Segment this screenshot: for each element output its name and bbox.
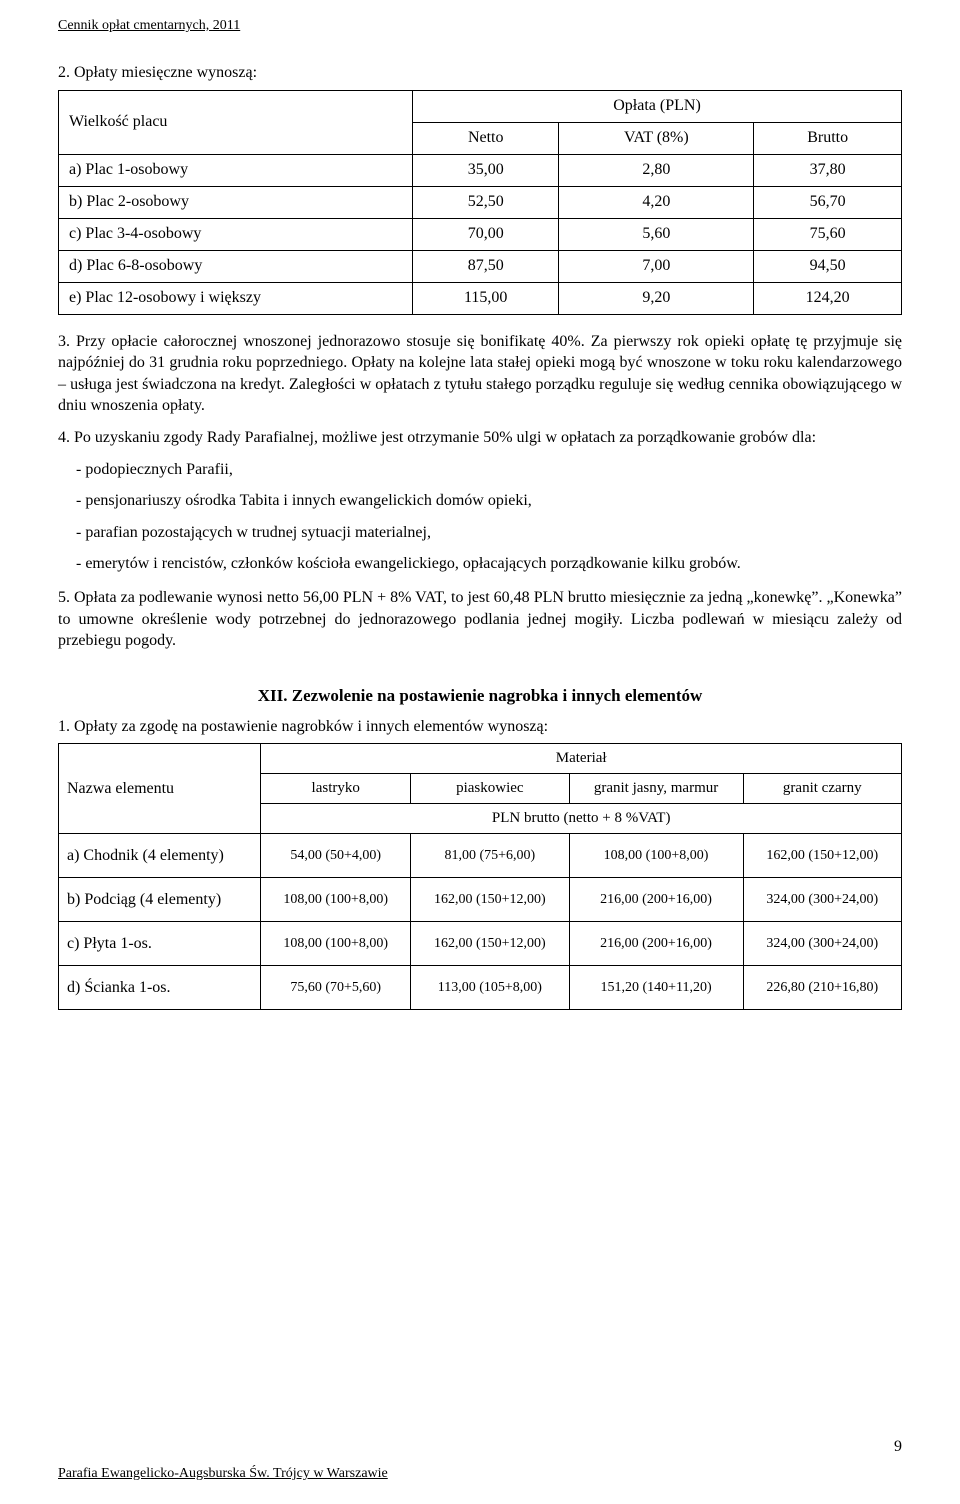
table-row: b) Podciąg (4 elementy) 108,00 (100+8,00…: [59, 878, 902, 922]
cell: 216,00 (200+16,00): [569, 922, 743, 966]
header-material: Materiał: [261, 744, 902, 774]
table-row: b) Plac 2-osobowy 52,50 4,20 56,70: [59, 186, 902, 218]
row-label: d) Ścianka 1-os.: [59, 966, 261, 1010]
row-label: e) Plac 12-osobowy i większy: [59, 282, 413, 314]
cell-vat: 7,00: [559, 250, 754, 282]
list-item: - parafian pozostających w trudnej sytua…: [58, 522, 902, 544]
paragraph-5: 5. Opłata za podlewanie wynosi netto 56,…: [58, 587, 902, 652]
paragraph-3: 3. Przy opłacie całorocznej wnoszonej je…: [58, 331, 902, 417]
table-row: a) Plac 1-osobowy 35,00 2,80 37,80: [59, 154, 902, 186]
cell-vat: 2,80: [559, 154, 754, 186]
doc-header: Cennik opłat cmentarnych, 2011: [58, 18, 902, 34]
cell-netto: 70,00: [413, 218, 559, 250]
cell-vat: 9,20: [559, 282, 754, 314]
cell: 226,80 (210+16,80): [743, 966, 901, 1010]
cell-brutto: 75,60: [754, 218, 902, 250]
table-row: d) Plac 6-8-osobowy 87,50 7,00 94,50: [59, 250, 902, 282]
cell-vat: 5,60: [559, 218, 754, 250]
row-label: d) Plac 6-8-osobowy: [59, 250, 413, 282]
row-label: a) Chodnik (4 elementy): [59, 834, 261, 878]
header-element-name: Nazwa elementu: [59, 744, 261, 834]
cell-brutto: 37,80: [754, 154, 902, 186]
cell: 324,00 (300+24,00): [743, 922, 901, 966]
list-item: - emerytów i rencistów, członków kościoł…: [58, 553, 902, 575]
row-label: b) Plac 2-osobowy: [59, 186, 413, 218]
cell-netto: 35,00: [413, 154, 559, 186]
header-netto: Netto: [413, 122, 559, 154]
header-unit: PLN brutto (netto + 8 %VAT): [261, 804, 902, 834]
cell: 75,60 (70+5,60): [261, 966, 411, 1010]
row-label: c) Plac 3-4-osobowy: [59, 218, 413, 250]
cell: 162,00 (150+12,00): [411, 878, 569, 922]
list-item: - podopiecznych Parafii,: [58, 459, 902, 481]
header-granit-czarny: granit czarny: [743, 774, 901, 804]
permit-fees-table: Nazwa elementu Materiał lastryko piaskow…: [58, 743, 902, 1010]
cell: 162,00 (150+12,00): [411, 922, 569, 966]
cell: 162,00 (150+12,00): [743, 834, 901, 878]
cell: 81,00 (75+6,00): [411, 834, 569, 878]
cell: 324,00 (300+24,00): [743, 878, 901, 922]
cell-brutto: 124,20: [754, 282, 902, 314]
table-row: c) Plac 3-4-osobowy 70,00 5,60 75,60: [59, 218, 902, 250]
paragraph-4-intro: 4. Po uzyskaniu zgody Rady Parafialnej, …: [58, 427, 902, 449]
header-granit-jasny: granit jasny, marmur: [569, 774, 743, 804]
row-label: a) Plac 1-osobowy: [59, 154, 413, 186]
doc-footer: Parafia Ewangelicko-Augsburska Św. Trójc…: [58, 1466, 902, 1482]
discount-list: - podopiecznych Parafii, - pensjonariusz…: [58, 459, 902, 575]
cell: 108,00 (100+8,00): [261, 878, 411, 922]
table-row: a) Chodnik (4 elementy) 54,00 (50+4,00) …: [59, 834, 902, 878]
cell: 54,00 (50+4,00): [261, 834, 411, 878]
header-brutto: Brutto: [754, 122, 902, 154]
cell: 151,20 (140+11,20): [569, 966, 743, 1010]
cell-netto: 52,50: [413, 186, 559, 218]
table-row: c) Płyta 1-os. 108,00 (100+8,00) 162,00 …: [59, 922, 902, 966]
cell-brutto: 94,50: [754, 250, 902, 282]
cell-netto: 87,50: [413, 250, 559, 282]
cell: 216,00 (200+16,00): [569, 878, 743, 922]
row-label: b) Podciąg (4 elementy): [59, 878, 261, 922]
paragraph-2-intro: 2. Opłaty miesięczne wynoszą:: [58, 62, 902, 84]
table-row: e) Plac 12-osobowy i większy 115,00 9,20…: [59, 282, 902, 314]
section-12-title: XII. Zezwolenie na postawienie nagrobka …: [58, 686, 902, 706]
header-piaskowiec: piaskowiec: [411, 774, 569, 804]
monthly-fees-table: Wielkość placu Opłata (PLN) Netto VAT (8…: [58, 90, 902, 315]
cell-vat: 4,20: [559, 186, 754, 218]
header-vat: VAT (8%): [559, 122, 754, 154]
row-label: c) Płyta 1-os.: [59, 922, 261, 966]
header-lastryko: lastryko: [261, 774, 411, 804]
cell: 108,00 (100+8,00): [261, 922, 411, 966]
page-number: 9: [894, 1438, 902, 1456]
header-size: Wielkość placu: [59, 90, 413, 154]
cell-netto: 115,00: [413, 282, 559, 314]
cell: 108,00 (100+8,00): [569, 834, 743, 878]
header-fee: Opłata (PLN): [413, 90, 902, 122]
list-item: - pensjonariuszy ośrodka Tabita i innych…: [58, 490, 902, 512]
cell-brutto: 56,70: [754, 186, 902, 218]
cell: 113,00 (105+8,00): [411, 966, 569, 1010]
table-row: d) Ścianka 1-os. 75,60 (70+5,60) 113,00 …: [59, 966, 902, 1010]
paragraph-12-1: 1. Opłaty za zgodę na postawienie nagrob…: [58, 716, 902, 738]
